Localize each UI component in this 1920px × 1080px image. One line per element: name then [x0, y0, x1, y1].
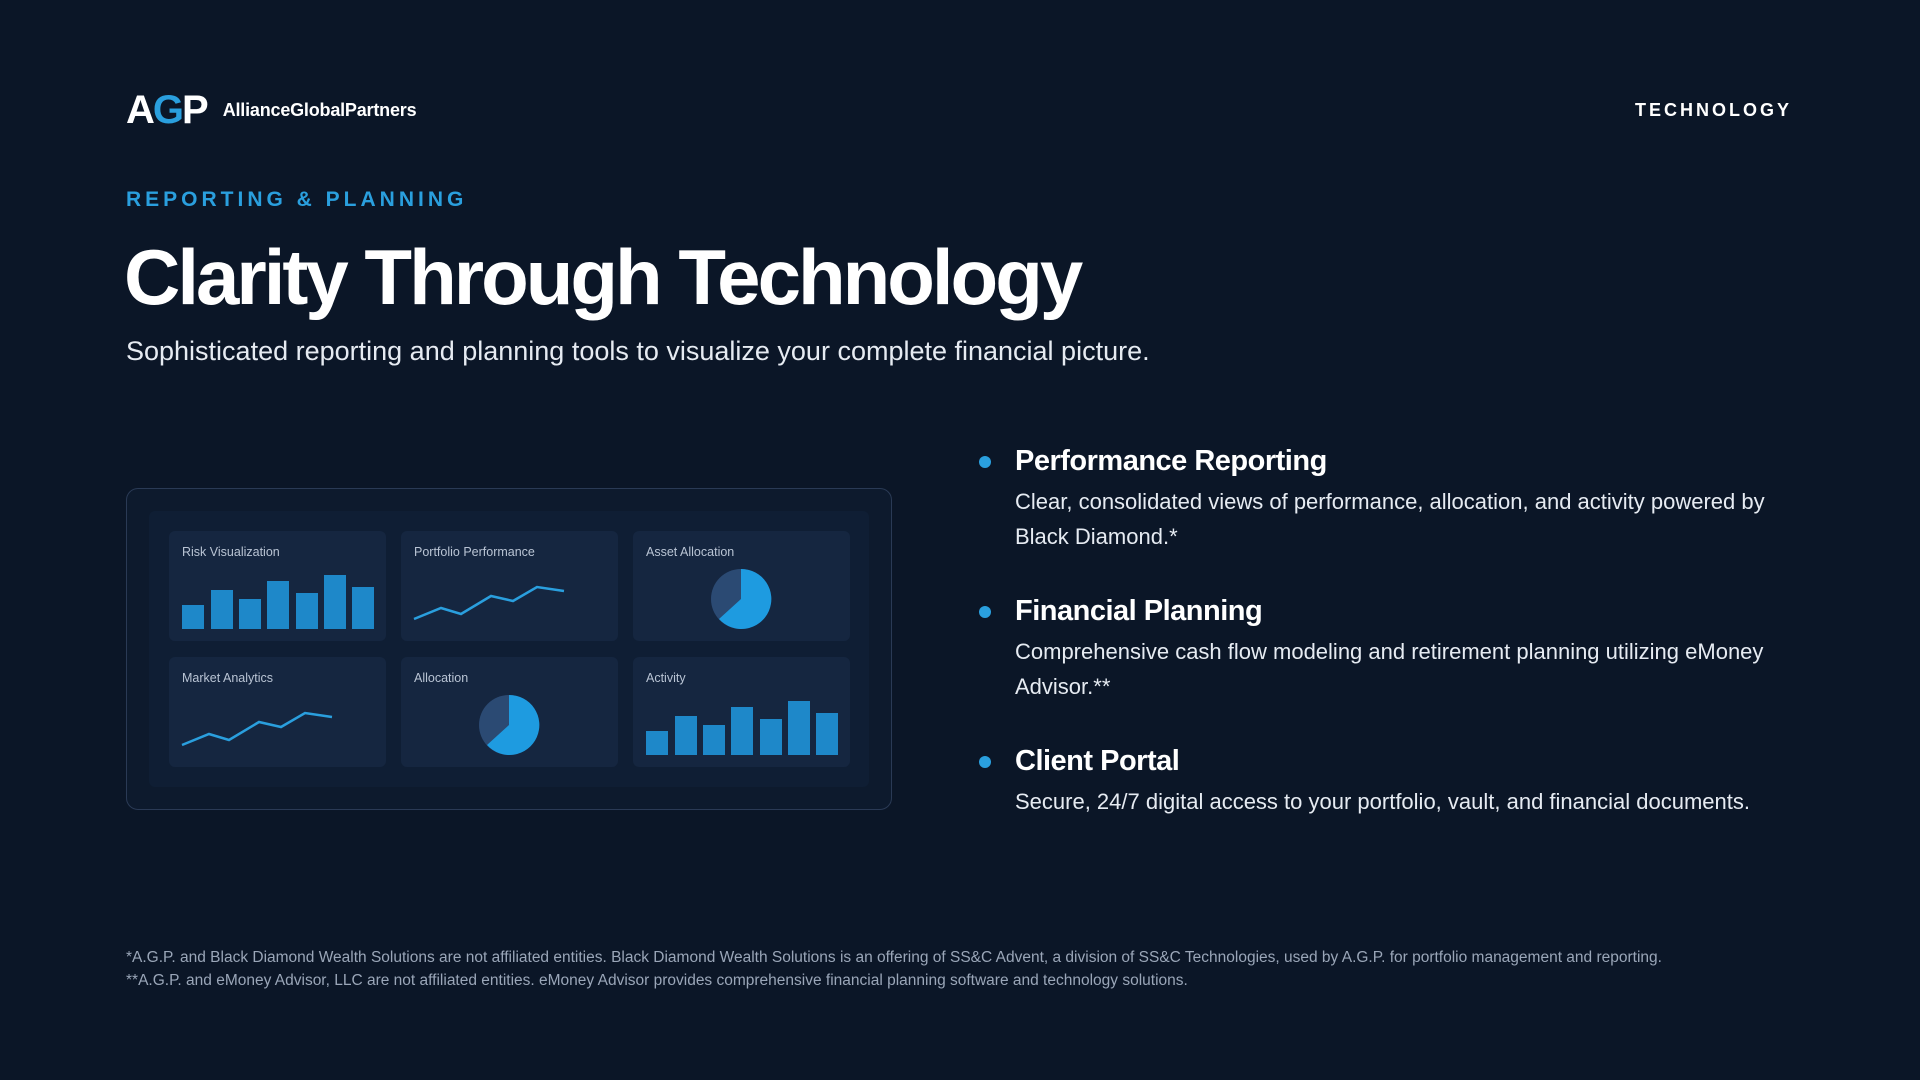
- bar-chart-icon: [646, 701, 838, 755]
- disclaimer-line-2: **A.G.P. and eMoney Advisor, LLC are not…: [126, 972, 1188, 989]
- bar-chart-icon: [182, 575, 374, 629]
- tile-label: Activity: [646, 671, 686, 685]
- feature-title: Client Portal: [1015, 745, 1180, 777]
- dashboard-illustration: Risk Visualization Portfolio Performance…: [126, 488, 892, 810]
- disclaimer-line-1: *A.G.P. and Black Diamond Wealth Solutio…: [126, 949, 1662, 966]
- pie-chart-icon: [479, 694, 540, 755]
- logo-mark-g: G: [152, 88, 184, 132]
- page-title: Clarity Through Technology: [124, 233, 1083, 321]
- agp-logo-mark: AGP: [126, 88, 209, 132]
- disclaimer: *A.G.P. and Black Diamond Wealth Solutio…: [126, 946, 1662, 992]
- pie-chart-icon: [711, 568, 772, 629]
- line-chart-icon: [413, 585, 565, 621]
- feature-performance-reporting: Performance Reporting Clear, consolidate…: [975, 440, 1775, 554]
- dashboard-tile-risk: Risk Visualization: [169, 531, 386, 641]
- dashboard-tile-market: Market Analytics: [169, 657, 386, 767]
- line-chart-icon: [181, 711, 333, 747]
- tile-label: Portfolio Performance: [414, 545, 535, 559]
- logo-mark-a: A: [126, 88, 155, 132]
- dashboard-tile-allocation: Allocation: [401, 657, 618, 767]
- dashboard-tile-asset-allocation: Asset Allocation: [633, 531, 850, 641]
- tile-label: Allocation: [414, 671, 469, 685]
- bullet-icon: [979, 456, 991, 468]
- feature-title: Financial Planning: [1015, 595, 1263, 627]
- dashboard-panel: Risk Visualization Portfolio Performance…: [149, 511, 869, 787]
- logo-name: AllianceGlobalPartners: [222, 99, 417, 120]
- logo: AGP AllianceGlobalPartners: [126, 88, 417, 132]
- feature-title: Performance Reporting: [1015, 445, 1327, 477]
- tile-label: Asset Allocation: [646, 545, 735, 559]
- tile-label: Market Analytics: [182, 671, 274, 685]
- feature-text: Secure, 24/7 digital access to your port…: [1015, 789, 1750, 814]
- feature-text: Clear, consolidated views of performance…: [1015, 489, 1765, 549]
- feature-client-portal: Client Portal Secure, 24/7 digital acces…: [975, 740, 1775, 819]
- feature-list: Performance Reporting Clear, consolidate…: [975, 440, 1775, 855]
- eyebrow: REPORTING & PLANNING: [126, 188, 468, 211]
- page-subtitle: Sophisticated reporting and planning too…: [126, 336, 1150, 366]
- section-tag: TECHNOLOGY: [1634, 100, 1792, 120]
- logo-mark-p: P: [182, 88, 209, 132]
- bullet-icon: [979, 756, 991, 768]
- feature-financial-planning: Financial Planning Comprehensive cash fl…: [975, 590, 1775, 704]
- tile-label: Risk Visualization: [182, 545, 280, 559]
- feature-text: Comprehensive cash flow modeling and ret…: [1015, 639, 1764, 699]
- dashboard-tile-activity: Activity: [633, 657, 850, 767]
- dashboard-tile-portfolio: Portfolio Performance: [401, 531, 618, 641]
- bullet-icon: [979, 606, 991, 618]
